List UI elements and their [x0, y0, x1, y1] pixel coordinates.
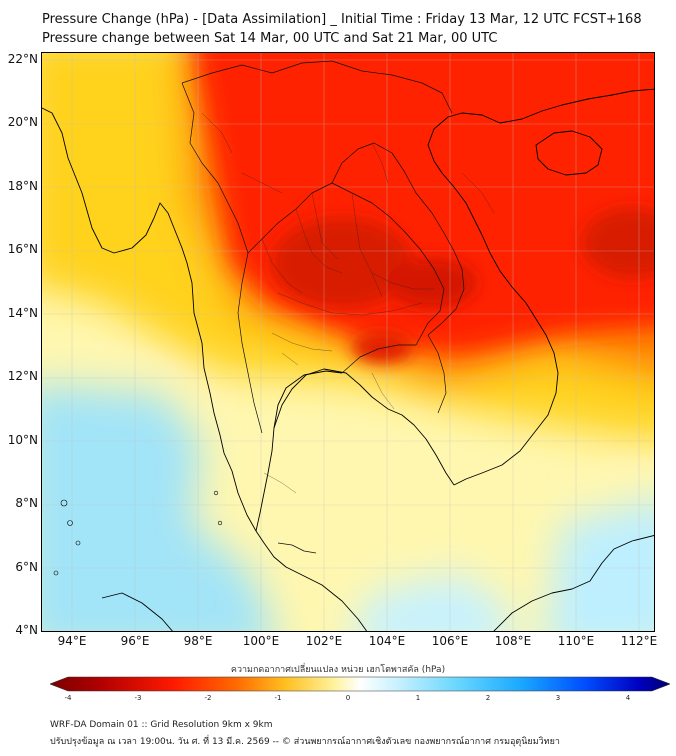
lon-label-96e: 96°E	[120, 634, 150, 648]
colorbar-tick: -2	[204, 694, 212, 702]
lat-label-8n: 8°N	[15, 496, 38, 510]
sumatra-coast	[101, 592, 173, 631]
gulf-of-thailand-north	[273, 368, 455, 486]
vietnam-south-coast	[427, 88, 654, 486]
colorbar-tick: 2	[485, 694, 491, 702]
map-title: Pressure Change (hPa) - [Data Assimilati…	[42, 12, 642, 27]
lat-label-12n: 12°N	[7, 369, 38, 383]
country-borders	[181, 60, 465, 554]
thailand-cambodia-border	[341, 322, 429, 374]
hainan-island	[535, 130, 603, 176]
coastlines	[42, 88, 654, 631]
lat-label-22n: 22°N	[7, 52, 38, 66]
strong-fall-center	[272, 218, 412, 308]
colorbar-tick: 4	[625, 694, 631, 702]
lat-label-18n: 18°N	[7, 179, 38, 193]
lat-label-16n: 16°N	[7, 242, 38, 256]
lat-label-20n: 20°N	[7, 115, 38, 129]
lat-label-6n: 6°N	[15, 560, 38, 574]
map-subtitle: Pressure change between Sat 14 Mar, 00 U…	[42, 31, 498, 46]
lon-label-106e: 106°E	[431, 634, 469, 648]
slight-rise-area	[353, 573, 512, 631]
lon-label-104e: 104°E	[368, 634, 406, 648]
strong-fall-far-east	[582, 208, 654, 278]
colorbar	[50, 676, 670, 692]
colorbar-tick: 0	[345, 694, 351, 702]
map-canvas	[42, 53, 654, 631]
lon-label-98e: 98°E	[183, 634, 213, 648]
laos-vietnam-border	[331, 142, 465, 336]
china-border	[181, 60, 453, 114]
colorbar-tick: -4	[64, 694, 72, 702]
model-info: WRF-DA Domain 01 :: Grid Resolution 9km …	[50, 720, 273, 730]
colorbar-tick: -1	[274, 694, 282, 702]
lat-label-4n: 4°N	[15, 623, 38, 637]
thailand-laos-border	[247, 182, 445, 324]
lat-label-14n: 14°N	[7, 306, 38, 320]
myanmar-coast	[42, 107, 257, 532]
strong-fall-east	[387, 258, 477, 308]
rise-area	[42, 384, 274, 631]
lon-label-100e: 100°E	[242, 634, 280, 648]
colorbar-body	[50, 676, 670, 692]
lon-label-112e: 112°E	[620, 634, 658, 648]
peninsula-east-coast	[255, 530, 368, 631]
province-borders	[201, 112, 495, 494]
borneo-coast	[493, 535, 654, 631]
lon-label-108e: 108°E	[494, 634, 532, 648]
lat-label-10n: 10°N	[7, 433, 38, 447]
colorbar-tick: 3	[555, 694, 561, 702]
slight-rise-area-east	[545, 500, 654, 631]
malaysia-thailand-border	[277, 542, 317, 554]
colorbar-tick: -3	[134, 694, 142, 702]
lon-label-102e: 102°E	[305, 634, 343, 648]
islands	[53, 490, 223, 576]
pressure-change-map	[41, 52, 655, 632]
lon-label-110e: 110°E	[557, 634, 595, 648]
lon-label-94e: 94°E	[57, 634, 87, 648]
colorbar-title: ความกดอากาศเปลี่ยนแปลง หน่วย เฮกโตพาสคัล…	[230, 665, 446, 675]
colorbar-tick: 1	[415, 694, 421, 702]
update-credit: ปรับปรุงข้อมูล ณ เวลา 19:00น. วัน ศ. ที่…	[50, 737, 560, 747]
cambodia-vietnam-border	[427, 334, 447, 414]
myanmar-thailand-border	[181, 82, 263, 434]
